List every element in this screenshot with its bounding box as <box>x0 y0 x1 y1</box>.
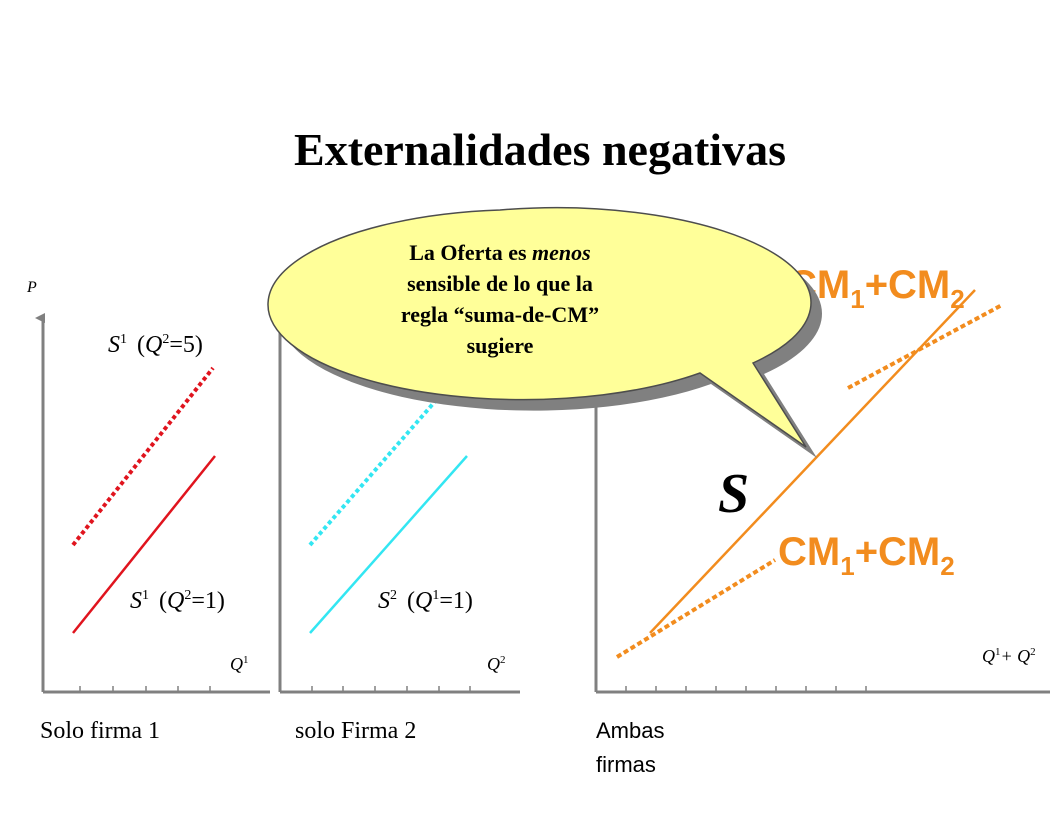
supply-curve-dotted <box>71 366 215 547</box>
panel-2: Q2 S2 (Q1=1) solo Firma 2 <box>278 330 520 744</box>
callout: La Oferta es menos sensible de lo que la… <box>267 206 822 458</box>
ticks <box>79 686 211 692</box>
curve-label: S <box>718 463 749 525</box>
callout-line-1: La Oferta es menos <box>409 240 590 265</box>
ticks <box>311 686 471 692</box>
callout-line-4: sugiere <box>467 333 534 358</box>
callout-line-2: sensible de lo que la <box>407 271 593 296</box>
lower-label: S2 (Q1=1) <box>378 588 473 614</box>
supply-curve <box>649 289 976 634</box>
supply-curve-dotted <box>308 388 447 547</box>
supply-curve <box>309 455 468 634</box>
caption: solo Firma 2 <box>295 718 416 744</box>
upper-cm-label: CM1+CM2 <box>788 263 965 314</box>
upper-cm-dotted <box>847 303 1003 390</box>
panel-3: Q1+ Q2 CM1+CM2 CM1+CM2 S Ambas firmas <box>594 263 1050 777</box>
supply-curve <box>72 455 216 634</box>
panel-1: P Q1 S1 (Q2=5) S1 (Q2=1) Solo firma 1 <box>26 279 270 744</box>
title: Externalidades negativas <box>294 124 786 175</box>
callout-bubble <box>267 206 812 448</box>
ticks <box>625 686 867 692</box>
upper-label: S1 (Q2=5) <box>108 332 203 358</box>
caption: Solo firma 1 <box>40 718 160 744</box>
axis-x-label: Q1+ Q2 <box>982 646 1036 666</box>
axis-x-label: Q1 <box>230 654 249 674</box>
caption-line-2: firmas <box>596 752 656 777</box>
caption-line-1: Ambas <box>596 718 664 743</box>
lower-cm-label: CM1+CM2 <box>778 530 955 581</box>
axis-x-label: Q2 <box>487 654 506 674</box>
callout-line-3: regla “suma-de-CM” <box>401 302 599 327</box>
lower-cm-dotted <box>615 558 777 659</box>
lower-label: S1 (Q2=1) <box>130 588 225 614</box>
axis-y-label: P <box>26 279 37 296</box>
